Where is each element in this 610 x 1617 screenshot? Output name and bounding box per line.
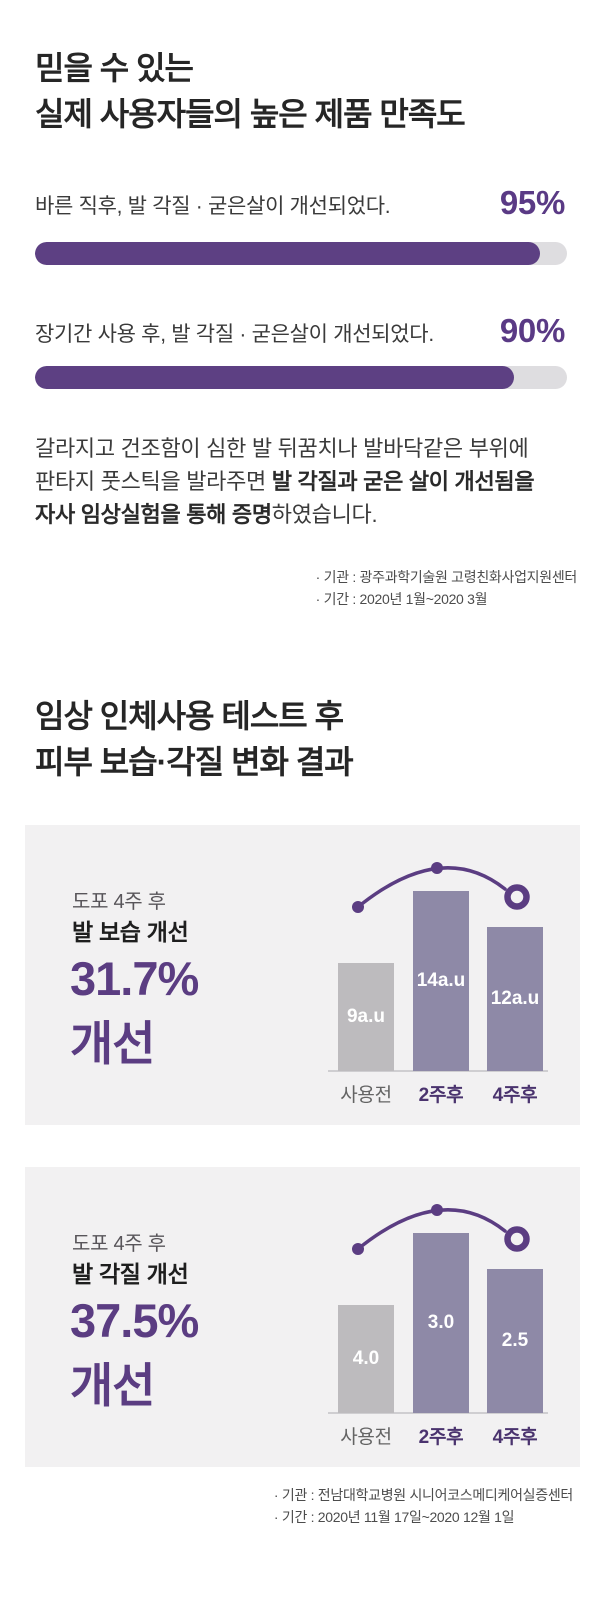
description-line3: 자사 임상실험을 통해 증명하였습니다. [35, 502, 378, 527]
x-label-before: 사용전 [340, 1085, 392, 1106]
bar-value-label: 9a.u [346, 1006, 386, 1027]
satisfaction-heading: 믿을 수 있는 실제 사용자들의 높은 제품 만족도 [35, 45, 466, 137]
keratin-improvement-label: 개선 [70, 1359, 155, 1412]
keratin-subtitle: 도포 4주 후 [72, 1233, 166, 1255]
keratin-title: 발 각질 개선 [72, 1261, 189, 1287]
citation-org: · 기관 : 전남대학교병원 시니어코스메디케어실증센터 [273, 1487, 573, 1503]
trend-arc-icon [352, 862, 530, 913]
x-label-2weeks: 2주후 [418, 1427, 464, 1448]
keratin-improvement-percent: 37.5% [70, 1294, 199, 1347]
x-label-4weeks: 4주후 [492, 1085, 538, 1106]
citation-org: · 기관 : 광주과학기술원 고령친화사업지원센터 [315, 569, 578, 585]
moisture-subtitle: 도포 4주 후 [72, 891, 166, 913]
bar-2weeks: 14a.u [413, 891, 469, 1071]
bar-value-label: 4.0 [352, 1348, 380, 1369]
moisture-improvement-percent: 31.7% [70, 952, 199, 1005]
progress-fill-immediate [35, 242, 541, 265]
bar-before: 4.0 [338, 1305, 394, 1413]
moisture-improvement-label: 개선 [70, 1017, 155, 1070]
bar-2weeks: 3.0 [413, 1233, 469, 1413]
bar-4weeks: 2.5 [487, 1269, 543, 1413]
moisture-title: 발 보습 개선 [72, 919, 189, 945]
x-label-2weeks: 2주후 [418, 1085, 464, 1106]
progress-fill-longterm [35, 366, 514, 389]
x-label-before: 사용전 [340, 1427, 392, 1448]
citation-period: · 기간 : 2020년 1월~2020 3월 [315, 591, 488, 607]
description-paragraph: 갈라지고 건조함이 심한 발 뒤꿈치나 발바닥같은 부위에 판타지 풋스틱을 발… [35, 432, 535, 531]
progress-track-immediate [35, 242, 567, 265]
bar-value-label: 14a.u [416, 970, 466, 991]
stat-percent-immediate: 95% [499, 184, 565, 221]
description-line2: 판타지 풋스틱을 발라주면 발 각질과 굳은 살이 개선됨을 [35, 469, 535, 494]
chart-baseline [328, 1070, 548, 1072]
chart-baseline [328, 1412, 548, 1414]
clinical-heading-line1: 임상 인체사용 테스트 후 [35, 698, 344, 734]
stat-percent-longterm: 90% [499, 312, 565, 349]
trend-arc-icon [352, 1204, 530, 1255]
stat-label-immediate: 바른 직후, 발 각질 · 굳은살이 개선되었다. [35, 195, 391, 218]
clinical-heading: 임상 인체사용 테스트 후 피부 보습·각질 변화 결과 [35, 693, 354, 785]
description-line1: 갈라지고 건조함이 심한 발 뒤꿈치나 발바닥같은 부위에 [35, 436, 529, 461]
bar-value-label: 3.0 [427, 1312, 455, 1333]
keratin-chart-card: 도포 4주 후 발 각질 개선 37.5% 개선 4.0 3.0 2.5 사용전… [25, 1167, 580, 1467]
citation-clinical: · 기관 : 전남대학교병원 시니어코스메디케어실증센터 · 기간 : 2020… [274, 1484, 573, 1528]
progress-track-longterm [35, 366, 567, 389]
clinical-heading-line2: 피부 보습·각질 변화 결과 [35, 744, 354, 780]
moisture-chart-card: 도포 4주 후 발 보습 개선 31.7% 개선 9a.u 14a.u 12a.… [25, 825, 580, 1125]
citation-satisfaction: · 기관 : 광주과학기술원 고령친화사업지원센터 · 기간 : 2020년 1… [315, 566, 578, 610]
stat-label-longterm: 장기간 사용 후, 발 각질 · 굳은살이 개선되었다. [35, 323, 434, 346]
bar-before: 9a.u [338, 963, 394, 1071]
citation-period: · 기간 : 2020년 11월 17일~2020 12월 1일 [273, 1509, 515, 1525]
satisfaction-heading-line2: 실제 사용자들의 높은 제품 만족도 [35, 96, 466, 132]
satisfaction-heading-line1: 믿을 수 있는 [35, 50, 194, 86]
bar-4weeks: 12a.u [487, 927, 543, 1071]
bar-value-label: 2.5 [501, 1330, 529, 1351]
bar-value-label: 12a.u [490, 988, 540, 1009]
x-label-4weeks: 4주후 [492, 1427, 538, 1448]
